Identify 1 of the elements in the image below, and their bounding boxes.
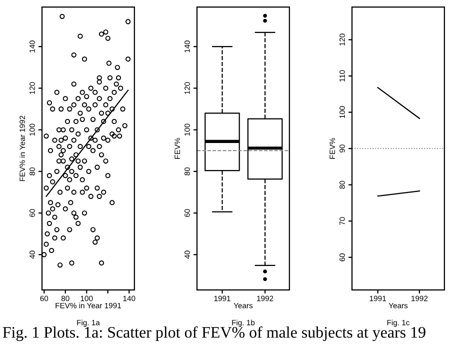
- caption: Fig. 1 Plots. 1a: Scatter plot of FEV% of male subjects at years 19: [2, 326, 426, 342]
